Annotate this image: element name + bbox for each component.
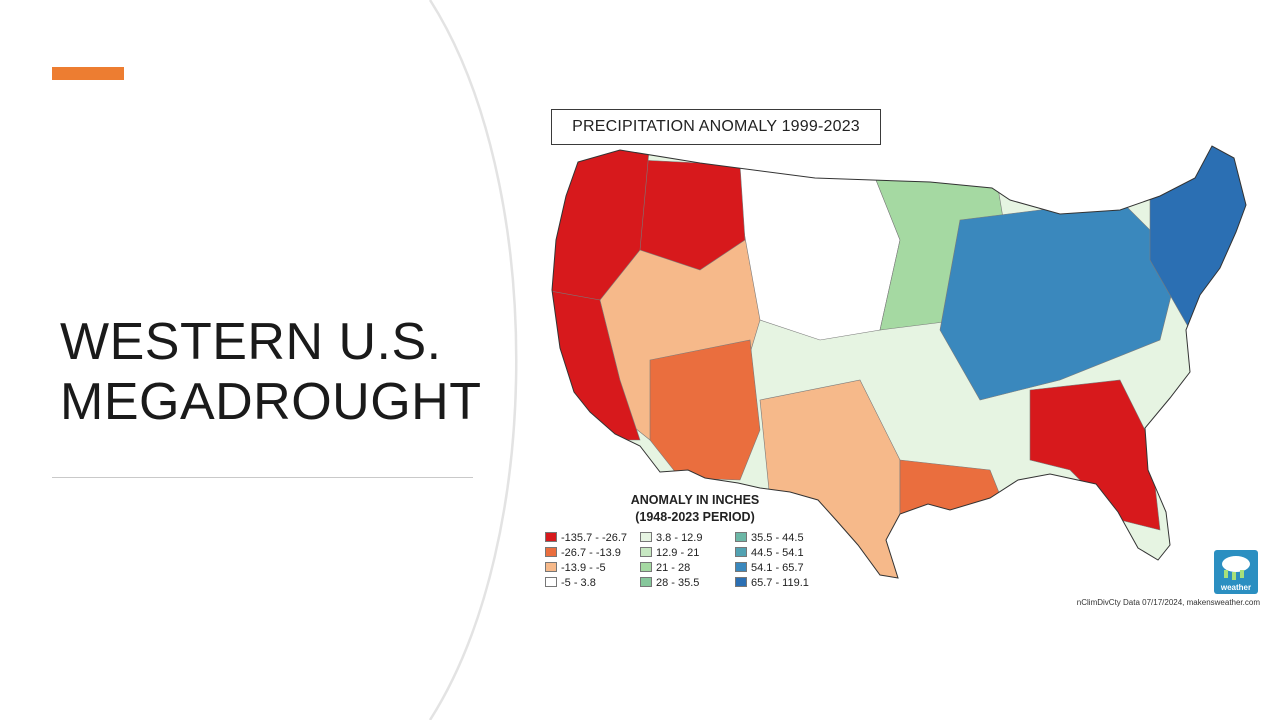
legend-item: 21 - 28 [640,562,690,576]
map-region [939,199,1181,401]
legend-swatch [640,562,652,572]
legend-swatch [735,532,747,542]
legend-label: 54.1 - 65.7 [751,562,804,574]
legend-label: -13.9 - -5 [561,562,606,574]
map-region [649,339,761,481]
legend-item: 35.5 - 44.5 [735,532,804,546]
legend-label: 44.5 - 54.1 [751,547,804,559]
legend-item: -5 - 3.8 [545,577,596,591]
legend-title-line-2: (1948-2023 PERIOD) [635,510,755,524]
map-legend: -135.7 - -26.7 -26.7 - -13.9 -13.9 - -5 … [545,532,845,592]
cloud-rain-icon [1222,556,1250,580]
legend-swatch [545,547,557,557]
slide-title-line-1: WESTERN U.S. [60,313,442,371]
legend-item: 3.8 - 12.9 [640,532,702,546]
slide-divider-curve [428,0,518,720]
legend-swatch [545,562,557,572]
data-credit: nClimDivCty Data 07/17/2024, makensweath… [1076,598,1260,607]
accent-bar [52,67,124,80]
legend-swatch [735,562,747,572]
map-region [1029,379,1161,531]
legend-label: -26.7 - -13.9 [561,547,621,559]
legend-item: -26.7 - -13.9 [545,547,621,561]
us-outline [551,145,1247,579]
legend-swatch [735,577,747,587]
legend-item: 65.7 - 119.1 [735,577,809,591]
legend-label: 35.5 - 44.5 [751,532,804,544]
legend-title: ANOMALY IN INCHES (1948-2023 PERIOD) [560,492,830,526]
legend-label: -135.7 - -26.7 [561,532,628,544]
legend-item: 44.5 - 54.1 [735,547,804,561]
legend-swatch [545,577,557,587]
legend-item: 54.1 - 65.7 [735,562,804,576]
legend-label: 3.8 - 12.9 [656,532,703,544]
legend-label: 12.9 - 21 [656,547,700,559]
legend-swatch [735,547,747,557]
legend-swatch [640,547,652,557]
legend-item: -135.7 - -26.7 [545,532,627,546]
legend-item: -13.9 - -5 [545,562,606,576]
weather-logo: weather [1214,550,1258,594]
legend-title-line-1: ANOMALY IN INCHES [630,493,760,507]
logo-wordmark: weather [1220,583,1252,592]
legend-label: 65.7 - 119.1 [751,577,809,589]
legend-label: 28 - 35.5 [656,577,700,589]
legend-label: 21 - 28 [656,562,691,574]
map-title: PRECIPITATION ANOMALY 1999-2023 [551,109,881,145]
title-underline [52,477,473,478]
slide-title: WESTERN U.S. MEGADROUGHT [60,312,482,432]
legend-item: 28 - 35.5 [640,577,699,591]
legend-swatch [545,532,557,542]
legend-item: 12.9 - 21 [640,547,699,561]
slide-title-line-2: MEGADROUGHT [60,373,482,431]
legend-swatch [640,577,652,587]
legend-swatch [640,532,652,542]
legend-label: -5 - 3.8 [561,577,596,589]
